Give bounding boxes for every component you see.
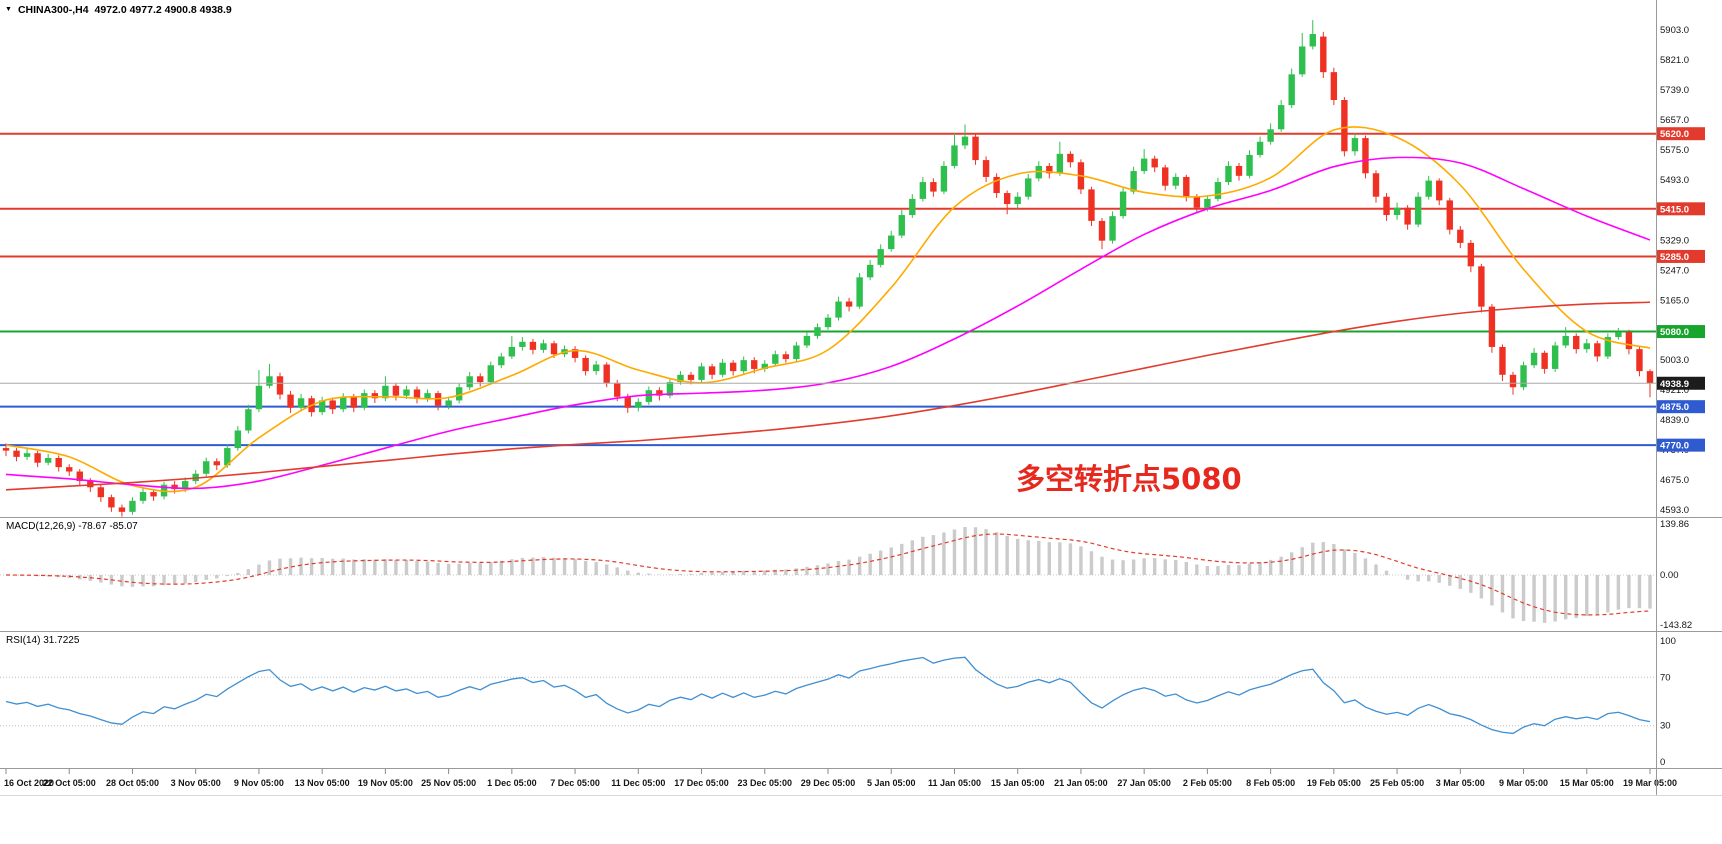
svg-text:19 Nov 05:00: 19 Nov 05:00	[358, 778, 413, 788]
chart-title: ▼ CHINA300-,H4 4972.0 4977.2 4900.8 4938…	[5, 4, 232, 16]
ma-mid	[5, 156, 1651, 490]
candles-layer	[2, 20, 1654, 517]
svg-text:4875.0: 4875.0	[1660, 402, 1689, 413]
ma-fast	[5, 126, 1651, 493]
ohlc-readout: 4972.0 4977.2 4900.8 4938.9	[94, 4, 232, 16]
price-badges-layer: 5620.0 5415.0 5285.0 5080.0 4875.0 4770.0 4938…	[1657, 127, 1705, 452]
svg-text:0: 0	[1660, 757, 1665, 768]
rsi-line	[5, 656, 1651, 735]
svg-text:5247.0: 5247.0	[1660, 265, 1689, 276]
svg-text:27 Jan 05:00: 27 Jan 05:00	[1117, 778, 1171, 788]
svg-text:4938.9: 4938.9	[1660, 379, 1689, 390]
svg-text:25 Feb 05:00: 25 Feb 05:00	[1370, 778, 1424, 788]
svg-text:19 Feb 05:00: 19 Feb 05:00	[1307, 778, 1361, 788]
svg-text:19 Mar 05:00: 19 Mar 05:00	[1623, 778, 1677, 788]
svg-text:13 Nov 05:00: 13 Nov 05:00	[295, 778, 350, 788]
macd-signal-line	[5, 533, 1651, 616]
svg-text:29 Dec 05:00: 29 Dec 05:00	[801, 778, 856, 788]
svg-text:5 Jan 05:00: 5 Jan 05:00	[867, 778, 916, 788]
svg-text:-143.82: -143.82	[1660, 620, 1692, 631]
svg-text:139.86: 139.86	[1660, 519, 1689, 530]
svg-text:0.00: 0.00	[1660, 570, 1679, 581]
svg-text:100: 100	[1660, 636, 1676, 647]
symbol-timeframe: CHINA300-,H4	[17, 4, 89, 16]
svg-text:9 Mar 05:00: 9 Mar 05:00	[1499, 778, 1548, 788]
svg-text:5657.0: 5657.0	[1660, 115, 1689, 126]
svg-text:4770.0: 4770.0	[1660, 441, 1689, 452]
svg-text:17 Dec 05:00: 17 Dec 05:00	[674, 778, 729, 788]
svg-text:5739.0: 5739.0	[1660, 85, 1689, 96]
svg-text:2 Feb 05:00: 2 Feb 05:00	[1183, 778, 1232, 788]
svg-text:5329.0: 5329.0	[1660, 235, 1689, 246]
rsi-axis[interactable]: 100 70 30 0	[1660, 636, 1676, 768]
rsi-indicator-label: RSI(14) 31.7225	[6, 635, 80, 646]
svg-text:4593.0: 4593.0	[1660, 505, 1689, 516]
svg-text:11 Dec 05:00: 11 Dec 05:00	[611, 778, 665, 788]
level-lines-layer	[0, 132, 1656, 447]
moving-averages-layer	[5, 126, 1651, 493]
svg-text:4839.0: 4839.0	[1660, 415, 1689, 426]
svg-text:15 Jan 05:00: 15 Jan 05:00	[991, 778, 1045, 788]
macd-indicator-label: MACD(12,26,9) -78.67 -85.07	[6, 521, 138, 532]
svg-text:5575.0: 5575.0	[1660, 145, 1689, 156]
symbol-marker-icon: ▼	[5, 6, 12, 13]
svg-text:70: 70	[1660, 672, 1671, 683]
svg-text:5903.0: 5903.0	[1660, 25, 1689, 36]
svg-text:7 Dec 05:00: 7 Dec 05:00	[550, 778, 600, 788]
svg-text:4675.0: 4675.0	[1660, 475, 1689, 486]
svg-text:5003.0: 5003.0	[1660, 355, 1689, 366]
panel-separators	[0, 0, 1722, 796]
svg-text:5620.0: 5620.0	[1660, 129, 1689, 140]
price-axis[interactable]: 5903.05821.05739.05657.05575.05493.05411…	[1660, 25, 1689, 516]
macd-axis[interactable]: 139.86 0.00 -143.82	[1660, 519, 1692, 631]
svg-text:23 Dec 05:00: 23 Dec 05:00	[737, 778, 792, 788]
svg-text:5080.0: 5080.0	[1660, 327, 1689, 338]
svg-text:3 Mar 05:00: 3 Mar 05:00	[1436, 778, 1485, 788]
svg-text:5285.0: 5285.0	[1660, 252, 1689, 263]
svg-text:21 Jan 05:00: 21 Jan 05:00	[1054, 778, 1108, 788]
svg-text:5415.0: 5415.0	[1660, 204, 1689, 215]
ma-slow	[5, 301, 1651, 491]
svg-text:5821.0: 5821.0	[1660, 55, 1689, 66]
svg-text:5493.0: 5493.0	[1660, 175, 1689, 186]
svg-text:1 Dec 05:00: 1 Dec 05:00	[487, 778, 537, 788]
chart-annotation-text: 多空转折点5080	[1016, 462, 1242, 496]
svg-text:22 Oct 05:00: 22 Oct 05:00	[43, 778, 96, 788]
svg-text:25 Nov 05:00: 25 Nov 05:00	[421, 778, 476, 788]
svg-text:9 Nov 05:00: 9 Nov 05:00	[234, 778, 284, 788]
svg-text:4921.0: 4921.0	[1660, 385, 1689, 396]
svg-text:30: 30	[1660, 721, 1671, 732]
svg-text:11 Jan 05:00: 11 Jan 05:00	[928, 778, 981, 788]
svg-text:5165.0: 5165.0	[1660, 295, 1689, 306]
svg-text:15 Mar 05:00: 15 Mar 05:00	[1560, 778, 1614, 788]
svg-text:28 Oct 05:00: 28 Oct 05:00	[106, 778, 159, 788]
svg-text:8 Feb 05:00: 8 Feb 05:00	[1246, 778, 1295, 788]
svg-text:16 Oct 2020: 16 Oct 2020	[4, 778, 54, 788]
macd-histogram	[14, 527, 1652, 623]
svg-text:3 Nov 05:00: 3 Nov 05:00	[171, 778, 221, 788]
